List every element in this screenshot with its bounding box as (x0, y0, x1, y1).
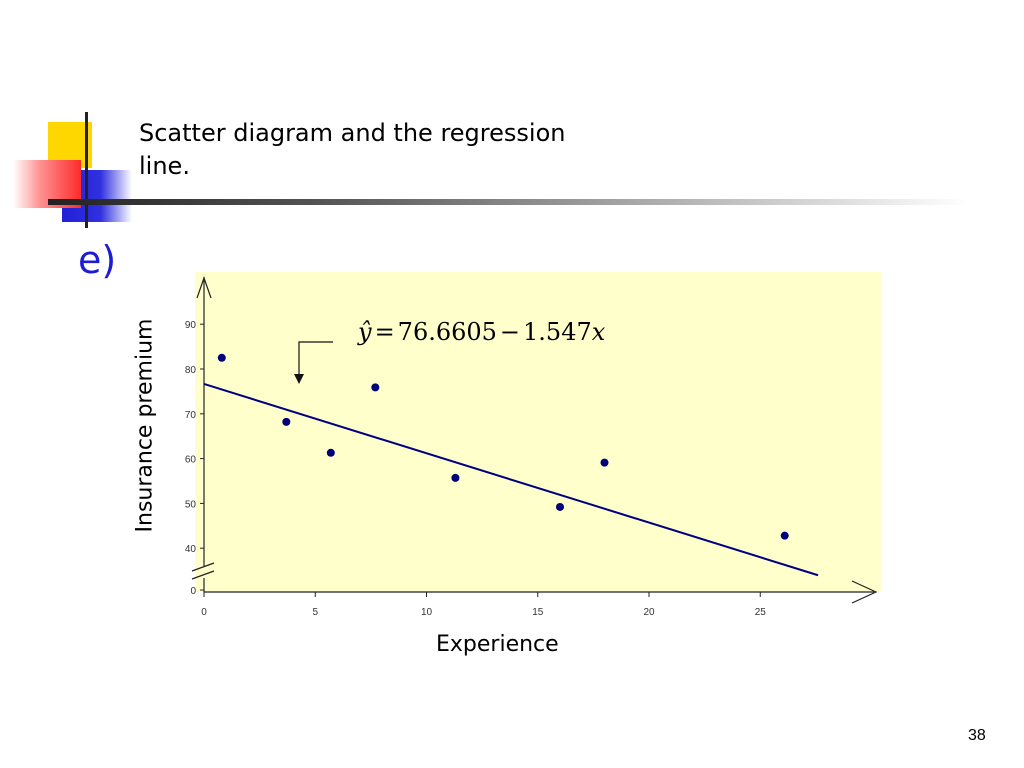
data-point (217, 353, 226, 362)
slide-title: Scatter diagram and the regression line. (139, 119, 566, 180)
data-point (780, 531, 789, 540)
data-point (326, 448, 335, 457)
data-point (371, 383, 380, 392)
y-axis-label: Insurance premium (132, 318, 158, 533)
equation-constant: 76.6605 (397, 318, 497, 346)
data-point (556, 502, 564, 511)
page-number: 38 (968, 727, 986, 744)
equation-callout-arrow (294, 341, 333, 384)
equation-equals: = (374, 318, 395, 346)
y-tick-label: 40 (185, 544, 197, 555)
y-tick-label: 80 (185, 365, 197, 376)
x-tick-label: 25 (755, 607, 767, 618)
equation-variable: x (591, 318, 606, 346)
y-tick-label: 60 (185, 455, 197, 466)
regression-equation: ŷ = 76.6605−1.547x (358, 318, 605, 346)
data-point (282, 417, 291, 426)
y-tick-label: 0 (190, 586, 196, 597)
x-axis-label: Experience (436, 632, 559, 657)
equation-coefficient: 1.547 (523, 318, 592, 346)
x-tick-label: 5 (312, 607, 318, 618)
equation-lhs: ŷ (358, 318, 372, 346)
regression-line (203, 383, 819, 577)
y-tick-label: 50 (185, 499, 197, 510)
equation-operator: − (499, 318, 521, 346)
decor-vertical-line (85, 112, 88, 228)
data-point (451, 473, 460, 482)
y-tick-label: 70 (185, 410, 197, 421)
part-label: e) (78, 238, 117, 282)
x-tick-label: 0 (201, 607, 207, 618)
x-tick-label: 10 (421, 607, 433, 618)
plot-background (195, 272, 881, 592)
y-axis-break (191, 562, 215, 580)
y-tick-label: 90 (185, 320, 197, 331)
decor-title-underline (48, 199, 968, 205)
data-point (600, 458, 609, 467)
x-tick-label: 15 (532, 607, 544, 618)
x-tick-label: 20 (643, 607, 655, 618)
